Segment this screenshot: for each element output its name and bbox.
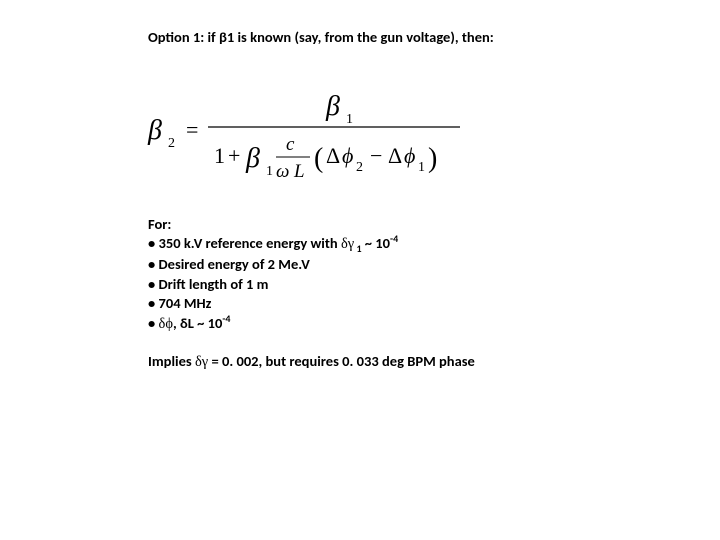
implies-prefix: Implies [148,352,195,370]
eq-minus: − [370,143,382,168]
bullet-1: • Desired energy of 2 Me.V [148,255,598,275]
bullet-0-mid: ~ 10 [362,234,390,252]
heading-beta1: β1 [219,28,234,46]
eq-num-sub: 1 [346,112,353,127]
eq-frac-c: c [286,134,295,155]
for-block: For: • 350 k.V reference energy with δγ … [148,215,598,334]
bullet-1-pre: • Desired energy of 2 Me.V [148,255,310,273]
bullet-4-pre: • [148,314,159,332]
bullet-4-sym: δϕ [159,316,173,332]
eq-phi-b: ϕ [404,143,415,168]
bullet-3: • 704 MHz [148,294,598,314]
eq-phi-a: ϕ [342,143,353,168]
equation-block: β 2 = β 1 1 + β 1 c ω L ( Δ ϕ 2 − Δ ϕ [138,75,598,185]
eq-den-beta: β [245,143,260,174]
bullet-0-sup: -4 [390,233,398,246]
eq-delta1: Δ [326,143,340,168]
eq-num-beta: β [325,91,340,122]
implies-suffix: = 0. 002, but requires 0. 033 deg BPM ph… [208,352,475,370]
heading-suffix: is known (say, from the gun voltage), th… [234,28,494,46]
eq-plus: + [228,143,240,168]
implies-line: Implies δγ = 0. 002, but requires 0. 033… [148,352,598,371]
beta2-equation: β 2 = β 1 1 + β 1 c ω L ( Δ ϕ 2 − Δ ϕ [138,75,468,185]
bullet-4-sup: -4 [222,312,230,325]
eq-den-beta-sub: 1 [266,164,273,179]
bullet-0-sub: 1 [354,242,361,255]
eq-rparen: ) [428,143,437,174]
eq-equals: = [186,117,198,142]
eq-frac-omega: ω [276,161,289,182]
bullet-4: • δϕ, δL ~ 10-4 [148,314,598,335]
eq-delta2: Δ [388,143,402,168]
heading-prefix: Option 1: if [148,28,219,46]
eq-lhs-sub: 2 [168,136,175,151]
option-heading: Option 1: if β1 is known (say, from the … [148,28,598,47]
bullet-0-sym: δγ [341,236,354,252]
eq-phi-sub1: 1 [418,160,425,175]
implies-sym: δγ [195,354,208,370]
for-label: For: [148,215,598,235]
eq-lhs-beta: β [147,115,162,146]
eq-frac-L: L [293,161,305,182]
eq-phi-sub2: 2 [356,160,363,175]
bullet-0: • 350 k.V reference energy with δγ 1 ~ 1… [148,234,598,255]
bullet-2-pre: • Drift length of 1 m [148,275,268,293]
bullet-2: • Drift length of 1 m [148,275,598,295]
eq-one: 1 [214,143,225,168]
bullet-3-pre: • 704 MHz [148,294,211,312]
bullet-4-mid: , δL ~ 10 [173,314,222,332]
eq-lparen: ( [314,143,323,174]
bullet-0-pre: • 350 k.V reference energy with [148,234,341,252]
